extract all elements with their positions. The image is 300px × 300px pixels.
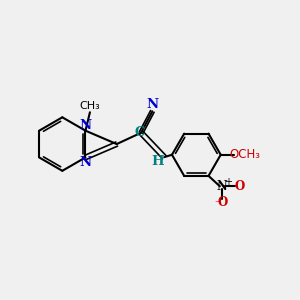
Text: N: N [217,180,228,193]
Text: N: N [80,156,92,169]
Text: O: O [217,196,227,209]
Text: O: O [234,180,244,193]
Text: C: C [134,126,145,139]
Text: N: N [146,98,158,111]
Text: ⁻: ⁻ [214,200,219,210]
Text: H: H [152,155,164,168]
Text: CH₃: CH₃ [80,101,100,111]
Text: +: + [224,177,232,187]
Text: N: N [80,119,92,132]
Text: OCH₃: OCH₃ [229,148,260,161]
